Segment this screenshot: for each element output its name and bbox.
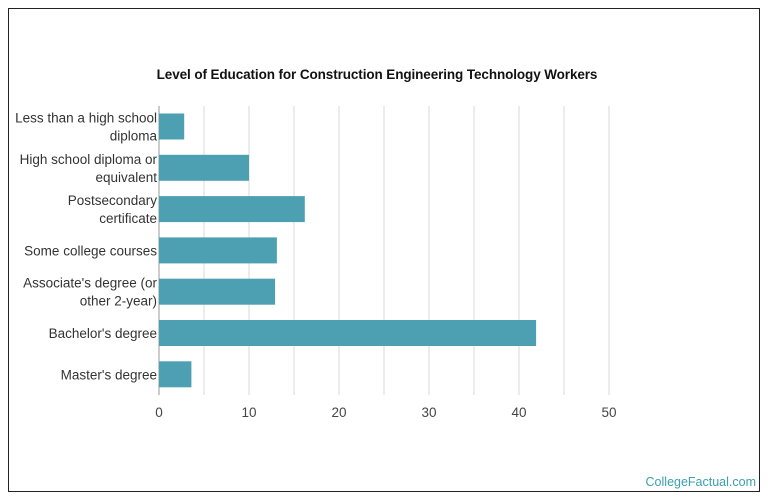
- bar: [159, 278, 276, 305]
- bar: [159, 196, 305, 223]
- category-label-line: High school diploma or: [20, 152, 158, 167]
- bar: [159, 237, 277, 264]
- bars: [159, 113, 537, 388]
- x-tick-label: 0: [155, 405, 163, 420]
- category-label: Some college courses: [24, 243, 157, 258]
- bar: [159, 113, 185, 140]
- x-tick-label: 50: [601, 405, 616, 420]
- category-label: Less than a high school diploma: [15, 111, 157, 144]
- bar: [159, 320, 537, 346]
- category-label: Associate's degree (or other 2-year): [23, 276, 157, 309]
- grid-lines: [158, 106, 610, 395]
- category-label-line: diploma: [110, 129, 158, 144]
- x-tick-label: 20: [331, 405, 346, 420]
- category-label: Bachelor's degree: [49, 326, 157, 341]
- chart-title: Level of Education for Construction Engi…: [156, 67, 598, 82]
- category-label: Postsecondary certificate: [68, 193, 158, 226]
- category-label-line: Less than a high school: [15, 111, 157, 126]
- category-label-line: equivalent: [95, 170, 157, 185]
- x-tick-label: 40: [511, 405, 526, 420]
- category-label-line: certificate: [99, 211, 157, 226]
- category-label-line: Bachelor's degree: [49, 326, 157, 341]
- x-tick-label: 10: [241, 405, 256, 420]
- category-label-line: Master's degree: [61, 367, 157, 382]
- category-label-line: Associate's degree (or: [23, 276, 157, 291]
- category-label: Master's degree: [61, 367, 157, 382]
- category-label-line: other 2-year): [80, 294, 157, 309]
- category-labels: Less than a high school diploma High schoo…: [15, 111, 157, 383]
- category-label: High school diploma or equivalent: [20, 152, 158, 185]
- brand-watermark[interactable]: CollegeFactual.com: [645, 475, 756, 489]
- x-tick-label: 30: [421, 405, 436, 420]
- category-label-line: Some college courses: [24, 243, 157, 258]
- bar: [159, 154, 249, 181]
- bar: [159, 361, 192, 388]
- category-label-line: Postsecondary: [68, 193, 158, 208]
- x-axis-ticks: 0 10 20 30 40 50: [155, 405, 616, 420]
